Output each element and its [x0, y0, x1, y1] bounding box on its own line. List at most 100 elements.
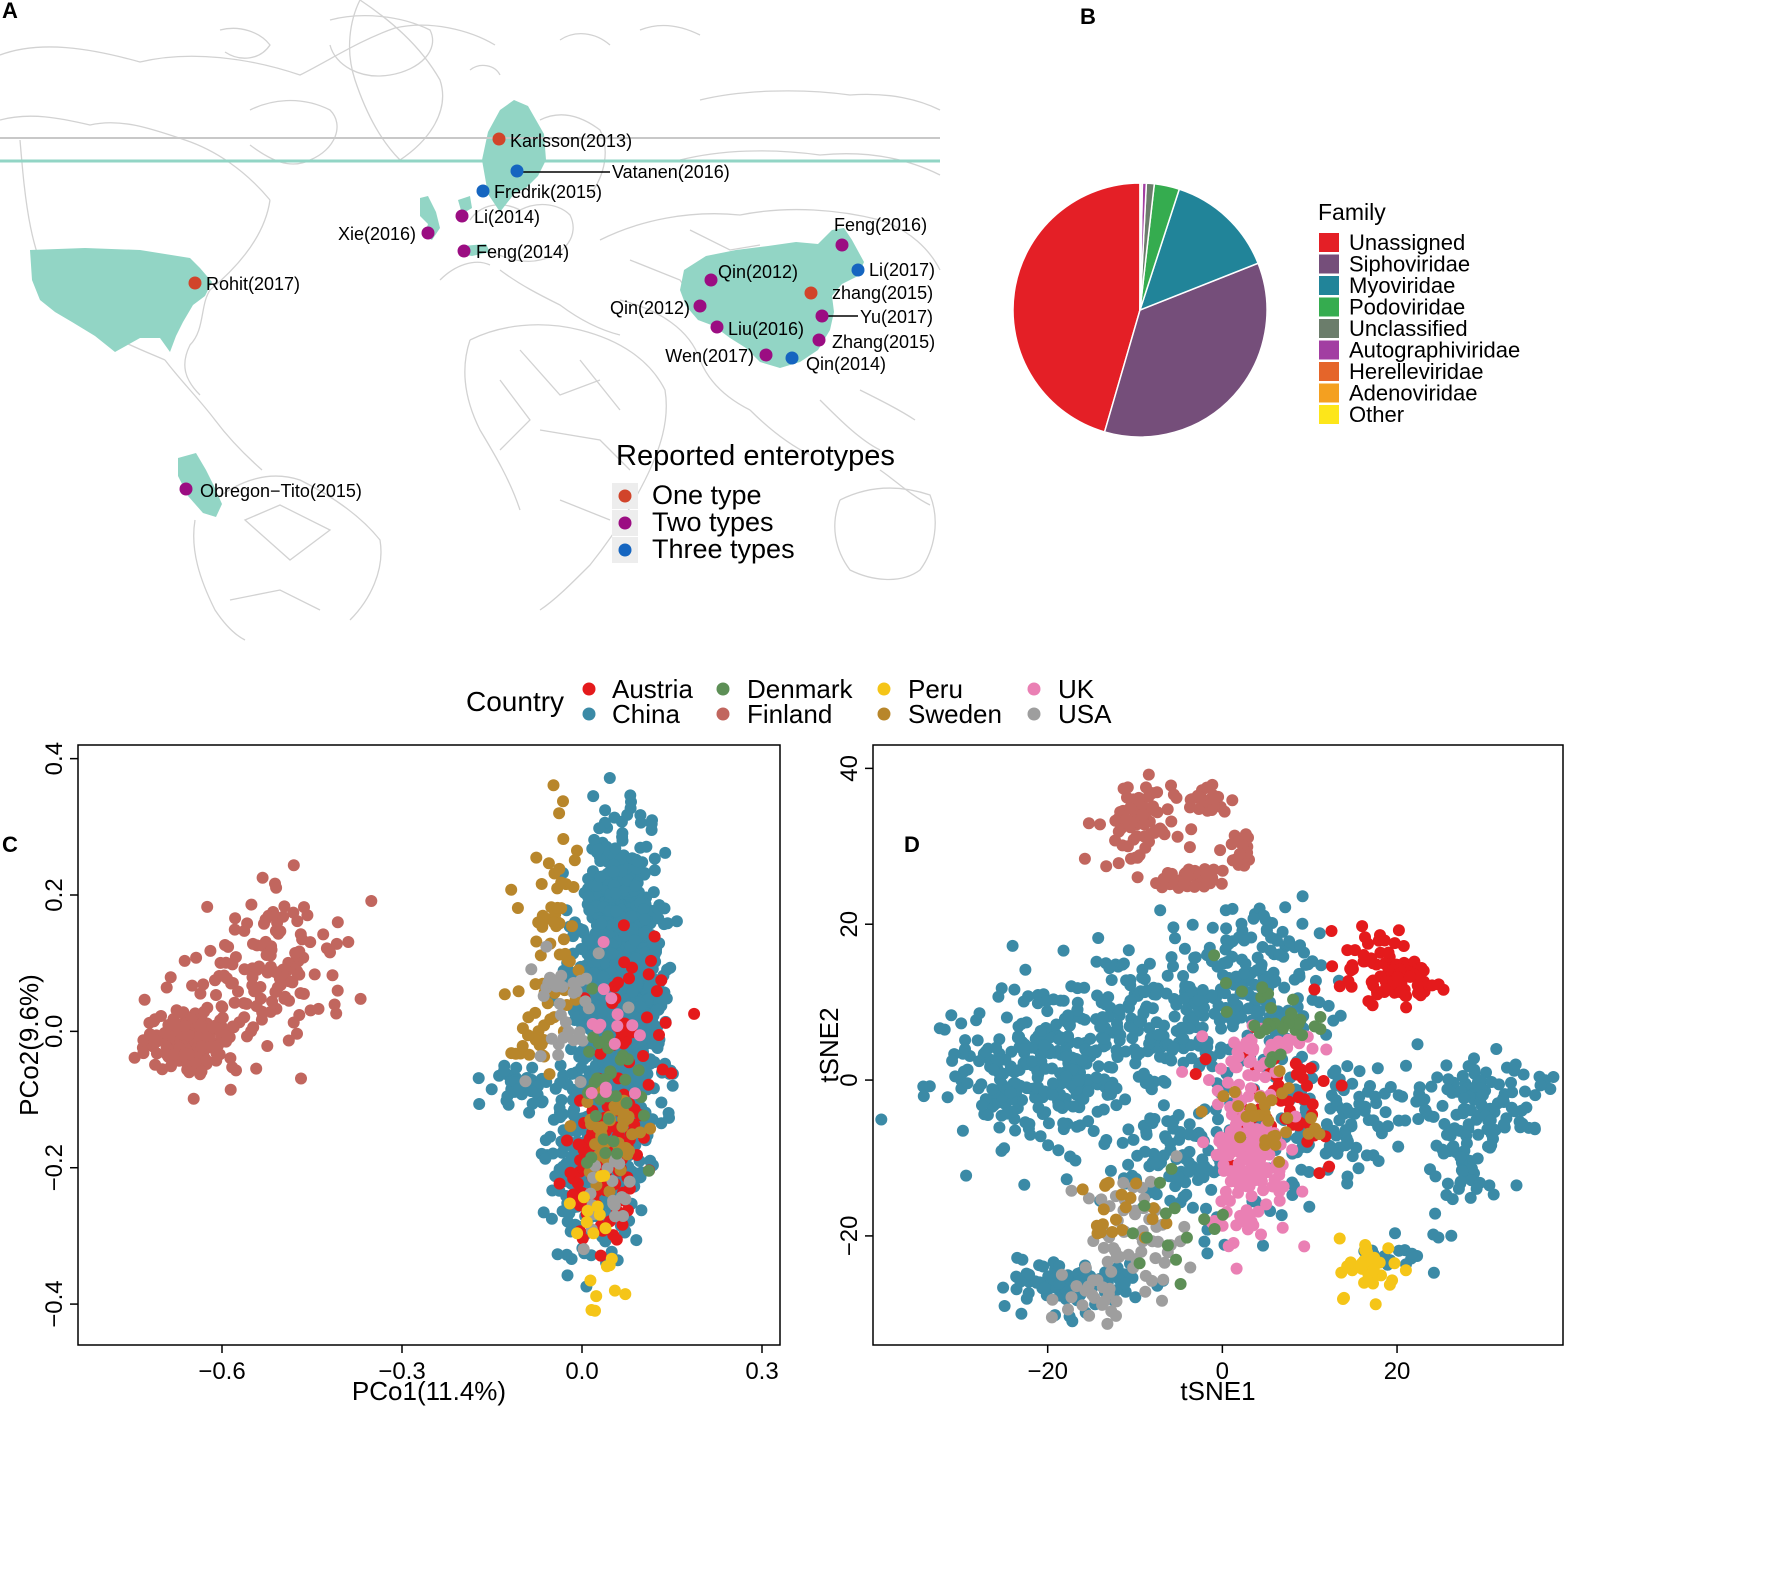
data-point-china: [1298, 946, 1310, 959]
study-label: Rohit(2017): [206, 274, 300, 294]
data-point-finland: [1123, 802, 1136, 815]
data-point-peru: [580, 1216, 593, 1229]
data-point-sweden: [1228, 1086, 1241, 1098]
data-point-china: [525, 1085, 538, 1098]
study-marker: [804, 286, 818, 300]
pcoa-scatter: −0.6 −0.3 0.0 0.3 −0.4 −0.2 0.0 0.2 0.4 PCo1(11.…: [14, 742, 781, 1406]
legend-label-austria: Austria: [612, 674, 693, 704]
data-point-china: [1074, 1119, 1087, 1132]
data-point-china: [1412, 1113, 1425, 1125]
data-point-austria: [561, 1134, 573, 1147]
data-point-china: [1399, 1114, 1412, 1127]
data-point-china: [1279, 901, 1292, 914]
data-point-china: [1052, 1144, 1065, 1157]
data-point-china: [1024, 1128, 1037, 1141]
family-legend-key: [1319, 254, 1339, 274]
data-point-austria: [1378, 934, 1391, 947]
data-point-china: [545, 1212, 558, 1225]
data-point-china: [1143, 1022, 1156, 1035]
data-point-china: [1438, 1118, 1451, 1130]
pcoa-points: [128, 772, 701, 1317]
data-point-china: [625, 910, 638, 923]
data-point-china: [1016, 1094, 1028, 1106]
data-point-china: [1220, 934, 1233, 947]
family-legend-key: [1319, 233, 1339, 252]
data-point-finland: [143, 1028, 156, 1041]
data-point-sweden: [530, 851, 543, 864]
data-point-uk: [1298, 1240, 1311, 1253]
pcoa-x-label: PCo1(11.4%): [352, 1376, 506, 1406]
data-point-finland: [1140, 781, 1152, 794]
data-point-china: [624, 789, 637, 802]
data-point-china: [1510, 1179, 1523, 1192]
data-point-finland: [246, 971, 259, 984]
data-point-china: [1177, 1190, 1190, 1203]
data-point-usa: [553, 997, 566, 1010]
data-point-finland: [304, 1004, 317, 1017]
data-point-finland: [331, 984, 344, 997]
data-point-denmark: [587, 1031, 600, 1044]
data-point-usa: [1117, 1176, 1130, 1189]
data-point-usa: [1184, 1261, 1197, 1274]
data-point-china: [1186, 1201, 1199, 1214]
data-point-china: [554, 1111, 567, 1124]
data-point-finland: [1171, 830, 1184, 843]
data-point-china: [626, 985, 639, 998]
data-point-china: [1164, 1137, 1177, 1150]
data-point-china: [630, 952, 643, 965]
data-point-finland: [282, 1034, 295, 1047]
data-point-uk: [1245, 1190, 1258, 1203]
data-point-usa: [1105, 1265, 1118, 1278]
data-point-china: [1251, 951, 1264, 964]
data-point-china: [1196, 984, 1209, 996]
data-point-china: [1454, 1151, 1467, 1164]
legend-label-china: China: [612, 699, 680, 729]
data-point-sweden: [619, 1142, 632, 1154]
data-point-denmark: [632, 1064, 645, 1077]
study-marker: [815, 309, 829, 323]
x-tick-label: 20: [1384, 1358, 1411, 1385]
study-marker: [492, 132, 506, 146]
data-point-finland: [150, 1047, 163, 1060]
tsne-y-label: tSNE2: [814, 1007, 844, 1082]
data-point-china: [1129, 1057, 1142, 1070]
data-point-sweden: [571, 844, 583, 857]
data-point-uk: [1230, 1114, 1243, 1127]
legend-label-uk: UK: [1058, 674, 1095, 704]
data-point-usa: [1149, 1252, 1162, 1265]
data-point-china: [1341, 1170, 1354, 1183]
data-point-china: [1520, 1101, 1533, 1114]
x-tick-label: 0.0: [565, 1358, 598, 1385]
data-point-china: [473, 1098, 486, 1110]
data-point-china: [526, 1061, 539, 1074]
family-legend-label: Adenoviridae: [1349, 381, 1477, 406]
data-point-austria: [1388, 937, 1401, 950]
data-point-austria: [617, 919, 630, 932]
data-point-usa: [579, 995, 592, 1008]
data-point-china: [1104, 1164, 1117, 1177]
panel-label-b: B: [1080, 4, 1096, 29]
data-point-uk: [1219, 1185, 1232, 1198]
data-point-china: [1057, 944, 1070, 957]
data-point-peru: [590, 1290, 603, 1303]
legend-dot-sweden: [877, 707, 891, 721]
data-point-peru: [595, 1170, 608, 1183]
data-point-sweden: [1106, 1226, 1119, 1238]
data-point-usa: [1096, 1281, 1109, 1294]
data-point-peru: [585, 1304, 598, 1316]
data-point-china: [1353, 1065, 1366, 1078]
legend-dot-peru: [877, 682, 891, 696]
data-point-peru: [619, 1288, 632, 1301]
legend-label-peru: Peru: [908, 674, 963, 704]
data-point-denmark: [1170, 1253, 1182, 1266]
data-point-denmark: [1140, 1231, 1153, 1244]
family-legend-key: [1319, 276, 1339, 295]
y-tick-label: −20: [836, 1216, 863, 1257]
data-point-china: [1144, 1112, 1157, 1125]
data-point-denmark: [1296, 1029, 1309, 1042]
data-point-china: [961, 1077, 974, 1090]
data-point-china: [1139, 1145, 1151, 1158]
enterotype-legend: Reported enterotypes One type Two types …: [612, 440, 895, 564]
data-point-china: [1430, 1139, 1443, 1152]
data-point-china: [582, 890, 595, 903]
